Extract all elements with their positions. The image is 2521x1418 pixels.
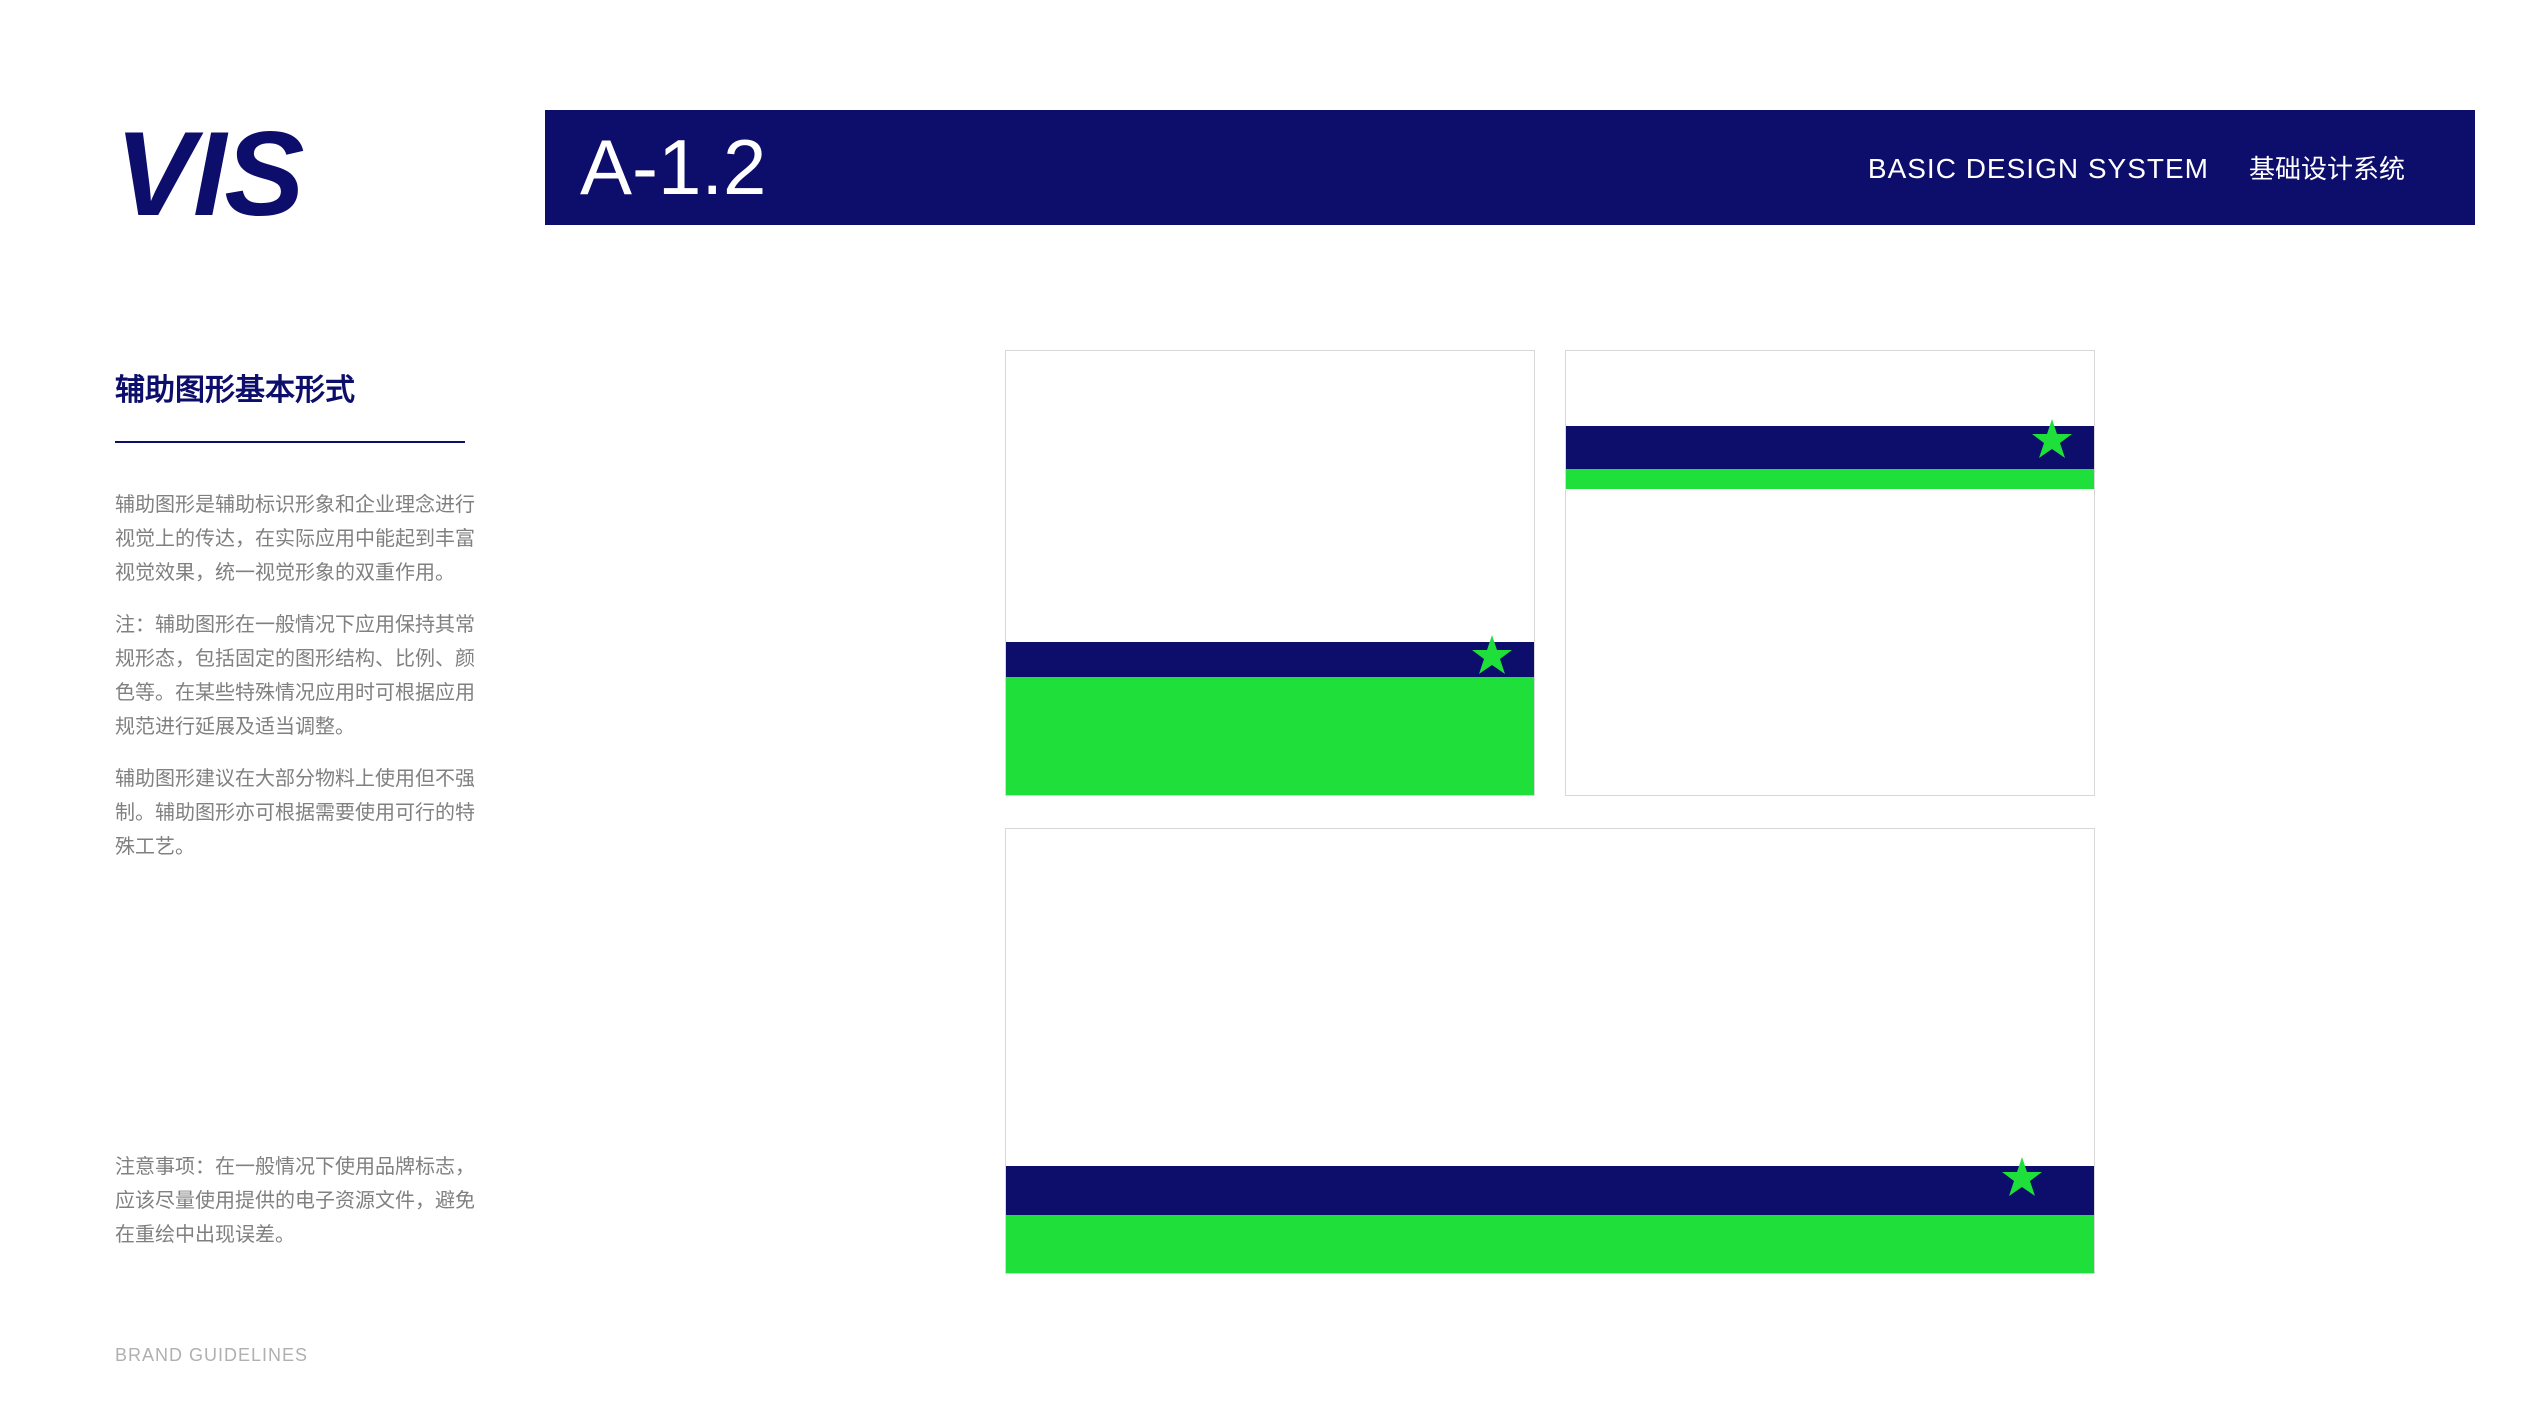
stripe-navy xyxy=(1566,426,2094,468)
header-bar: A-1.2 BASIC DESIGN SYSTEM 基础设计系统 xyxy=(545,110,2475,225)
example-box-1 xyxy=(1005,350,1535,796)
footer-label: BRAND GUIDELINES xyxy=(115,1345,308,1366)
note-text: 注意事项：在一般情况下使用品牌标志，应该尽量使用提供的电子资源文件，避免在重绘中… xyxy=(115,1150,475,1252)
example-box-2 xyxy=(1565,350,2095,796)
example-box-3 xyxy=(1005,828,2095,1274)
star-icon xyxy=(1998,1153,2046,1201)
stripe-navy xyxy=(1006,1166,2094,1215)
header-label-en: BASIC DESIGN SYSTEM xyxy=(1868,153,2209,185)
stripe-green xyxy=(1006,677,1534,795)
star-icon xyxy=(2028,415,2076,463)
note-block: 注意事项：在一般情况下使用品牌标志，应该尽量使用提供的电子资源文件，避免在重绘中… xyxy=(115,1150,475,1270)
stripe-green xyxy=(1006,1215,2094,1273)
body-paragraph: 辅助图形建议在大部分物料上使用但不强制。辅助图形亦可根据需要使用可行的特殊工艺。 xyxy=(115,762,475,864)
section-title: 辅助图形基本形式 xyxy=(115,365,475,409)
header-label-cn: 基础设计系统 xyxy=(2249,149,2405,186)
body-paragraph: 注：辅助图形在一般情况下应用保持其常规形态，包括固定的图形结构、比例、颜色等。在… xyxy=(115,608,475,744)
section-code: A-1.2 xyxy=(580,122,766,213)
title-underline xyxy=(115,441,465,443)
stripe-green xyxy=(1566,469,2094,489)
header-labels: BASIC DESIGN SYSTEM 基础设计系统 xyxy=(1868,149,2405,186)
sidebar-content: 辅助图形基本形式 辅助图形是辅助标识形象和企业理念进行视觉上的传达，在实际应用中… xyxy=(115,365,475,882)
body-paragraph: 辅助图形是辅助标识形象和企业理念进行视觉上的传达，在实际应用中能起到丰富视觉效果… xyxy=(115,488,475,590)
brand-logo: VIS xyxy=(115,105,302,243)
star-icon xyxy=(1468,631,1516,679)
stripe-navy xyxy=(1006,642,1534,678)
